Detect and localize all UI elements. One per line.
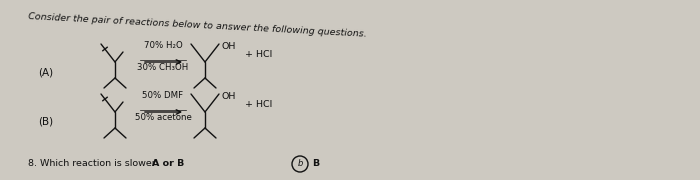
Text: + HCl: + HCl: [245, 50, 272, 59]
Text: A or B: A or B: [152, 159, 184, 168]
Text: Consider the pair of reactions below to answer the following questions.: Consider the pair of reactions below to …: [28, 12, 367, 39]
Text: 30% CH₃OH: 30% CH₃OH: [137, 63, 188, 72]
Text: + HCl: + HCl: [245, 100, 272, 109]
Text: (A): (A): [38, 67, 53, 77]
Text: 8. Which reaction is slower: 8. Which reaction is slower: [28, 159, 159, 168]
Text: b: b: [298, 159, 302, 168]
Text: OH: OH: [222, 92, 237, 101]
Text: 70% H₂O: 70% H₂O: [144, 41, 183, 50]
Text: B: B: [312, 159, 319, 168]
Text: (B): (B): [38, 117, 53, 127]
Text: 50% acetone: 50% acetone: [134, 113, 191, 122]
Text: 50% DMF: 50% DMF: [142, 91, 183, 100]
Text: OH: OH: [222, 42, 237, 51]
